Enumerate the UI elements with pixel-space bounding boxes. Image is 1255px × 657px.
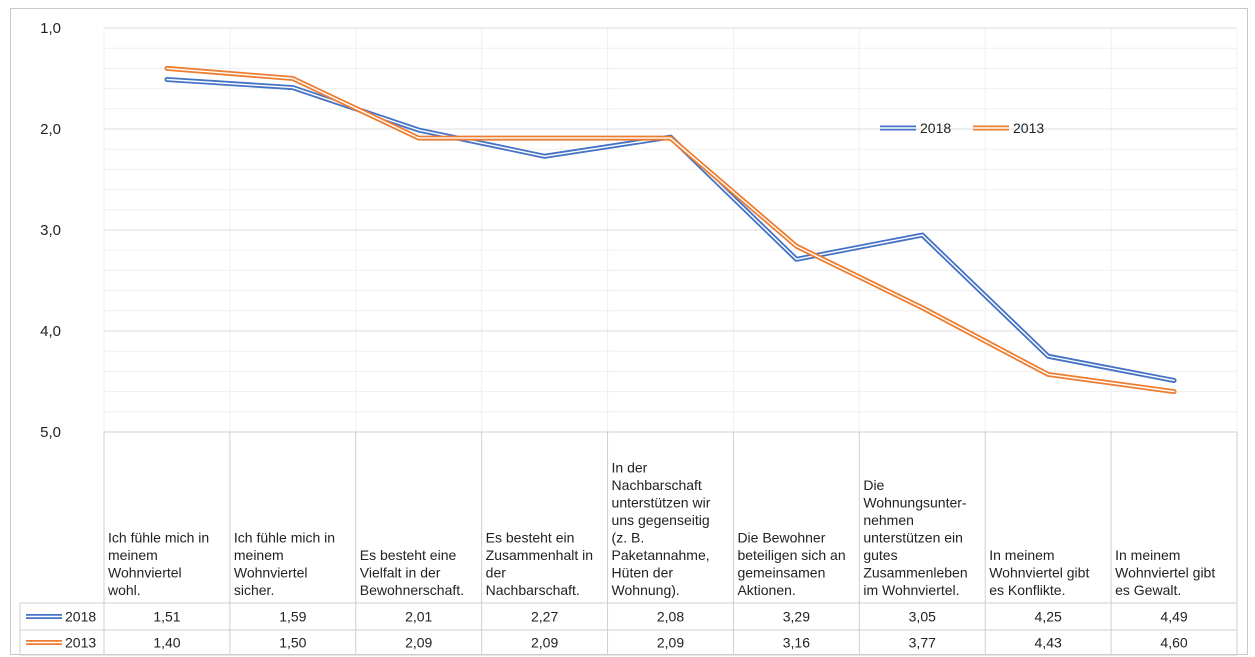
row-series-name: 2018: [65, 609, 96, 625]
category-label: In der: [612, 460, 648, 476]
data-label: 3,77: [909, 635, 936, 651]
data-label: 4,60: [1160, 635, 1187, 651]
legend-label: 2013: [1013, 120, 1044, 136]
series-line-highlight-2013: [166, 67, 1175, 393]
data-label: 4,49: [1160, 609, 1187, 625]
data-label: 4,43: [1035, 635, 1062, 651]
category-label: Wohnviertel gibt: [989, 565, 1089, 581]
category-label: gemeinsamen: [737, 565, 825, 581]
category-label: Wohnung).: [612, 582, 680, 598]
category-label: Wohnviertel gibt: [1115, 565, 1215, 581]
category-label: uns gegenseitig: [612, 512, 710, 528]
data-label: 2,27: [531, 609, 558, 625]
category-label: Die: [863, 477, 884, 493]
data-label: 1,50: [279, 635, 306, 651]
category-label: Hüten der: [612, 565, 674, 581]
y-tick-label: 3,0: [40, 222, 61, 239]
data-label: 2,08: [657, 609, 684, 625]
data-label: 2,09: [531, 635, 558, 651]
category-label: Vielfalt in der: [360, 565, 441, 581]
category-label: unterstützen ein: [863, 530, 963, 546]
category-label: es Gewalt.: [1115, 582, 1181, 598]
data-label: 1,51: [153, 609, 180, 625]
row-series-name: 2013: [65, 635, 96, 651]
category-label: Nachbarschaft: [612, 477, 702, 493]
category-label: Bewohnerschaft.: [360, 582, 464, 598]
category-label: Es besteht eine: [360, 547, 457, 563]
category-label: sicher.: [234, 582, 274, 598]
category-label: (z. B.: [612, 530, 645, 546]
category-label: meinem: [108, 547, 158, 563]
category-label: Die Bewohner: [737, 530, 825, 546]
category-label: Paketannahme,: [612, 547, 710, 563]
legend-label: 2018: [920, 120, 951, 136]
category-label: Wohnviertel: [234, 565, 308, 581]
category-label: meinem: [234, 547, 284, 563]
data-label: 3,16: [783, 635, 810, 651]
category-label: Wohnungsunter-: [863, 495, 967, 511]
data-label: 2,01: [405, 609, 432, 625]
category-label: beteiligen sich an: [737, 547, 845, 563]
y-tick-label: 1,0: [40, 20, 61, 37]
category-label: wohl.: [107, 582, 141, 598]
category-label: Ich fühle mich in: [234, 530, 335, 546]
category-label: nehmen: [863, 512, 914, 528]
data-label: 3,29: [783, 609, 810, 625]
category-label: Zusammenleben: [863, 565, 967, 581]
category-label: Wohnviertel: [108, 565, 182, 581]
category-label: Nachbarschaft.: [486, 582, 580, 598]
data-label: 4,25: [1035, 609, 1062, 625]
y-tick-label: 5,0: [40, 424, 61, 441]
category-label: In meinem: [989, 547, 1054, 563]
category-label: es Konflikte.: [989, 582, 1065, 598]
data-label: 1,40: [153, 635, 180, 651]
category-label: der: [486, 565, 507, 581]
category-label: Ich fühle mich in: [108, 530, 209, 546]
category-label: gutes: [863, 547, 897, 563]
category-label: unterstützen wir: [612, 495, 711, 511]
category-label: Es besteht ein: [486, 530, 575, 546]
data-label: 2,09: [405, 635, 432, 651]
data-label: 1,59: [279, 609, 306, 625]
category-label: Aktionen.: [737, 582, 795, 598]
data-label: 2,09: [657, 635, 684, 651]
category-label: Zusammenhalt in: [486, 547, 593, 563]
data-label: 3,05: [909, 609, 936, 625]
y-tick-label: 2,0: [40, 121, 61, 138]
category-label: In meinem: [1115, 547, 1180, 563]
y-tick-label: 4,0: [40, 323, 61, 340]
category-label: im Wohnviertel.: [863, 582, 959, 598]
